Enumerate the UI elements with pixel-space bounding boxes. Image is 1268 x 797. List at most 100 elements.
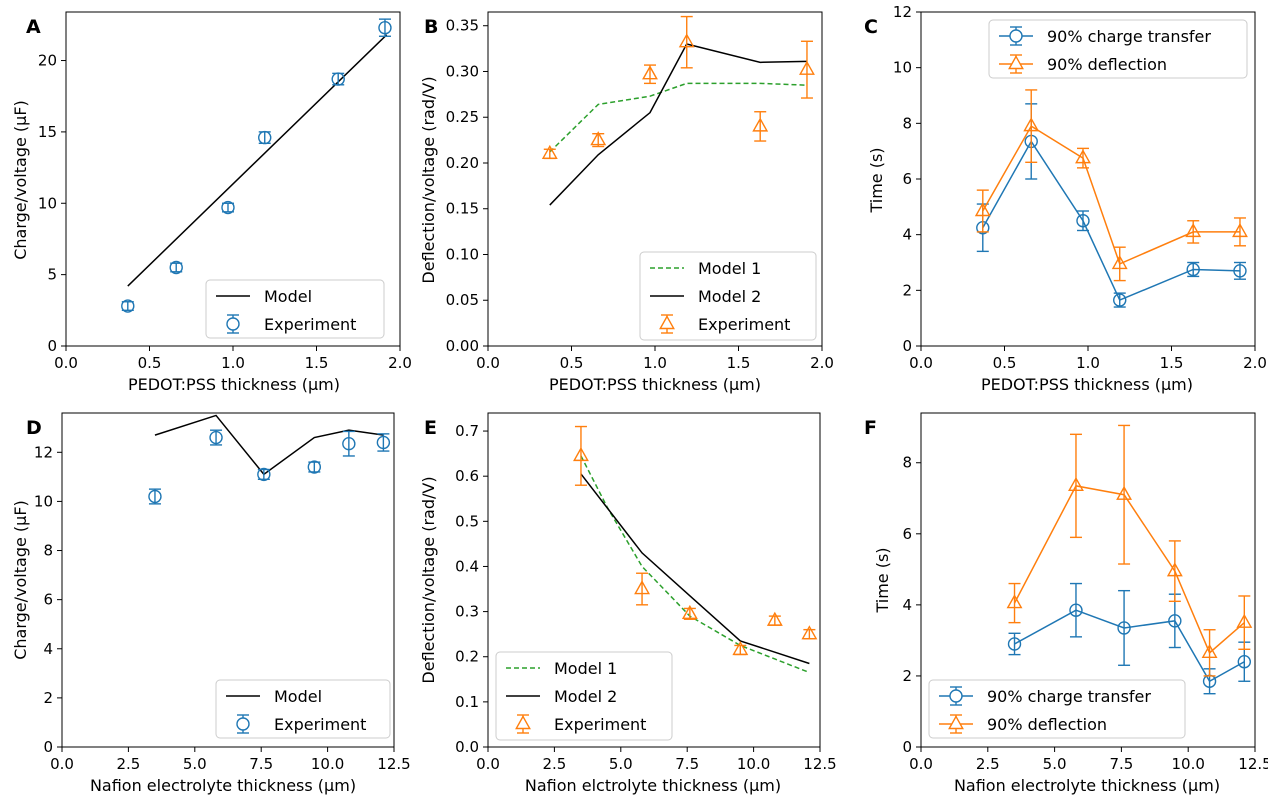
legend-marker: [1009, 29, 1023, 43]
data-point: [1076, 214, 1090, 228]
x-tick-label: 1.5: [1160, 354, 1184, 372]
panel-f: F Nafion electrolyte thickness (µm) Time…: [864, 412, 1268, 795]
y-tick-label: 0.30: [446, 62, 479, 80]
data-point: [573, 446, 589, 462]
data-point: [541, 144, 558, 160]
y-tick-label: 0.00: [446, 337, 479, 355]
legend-label: Model 1: [554, 659, 617, 678]
y-tick-label: 12: [34, 443, 53, 461]
legend-label: Model 2: [698, 287, 761, 306]
x-tick-label: 10.0: [737, 755, 770, 773]
data-point: [1168, 614, 1182, 628]
legend-label: Model: [274, 687, 322, 706]
data-point: [1232, 222, 1248, 238]
legend: Model 1 Model 2 Experiment: [495, 651, 673, 741]
plot-area: 0.0 2.5 5.0 7.5 10.0 12.5 0 2 4 6 8 90% charge tran…: [902, 412, 1268, 773]
data-point: [732, 641, 749, 656]
y-tick-label: 4: [43, 640, 53, 658]
x-tick-label: 2.5: [542, 755, 566, 773]
data-point: [1185, 222, 1202, 238]
legend-label: Experiment: [554, 715, 646, 734]
data-point: [1023, 117, 1040, 132]
data-point: [799, 60, 815, 75]
data-point: [1075, 149, 1091, 164]
panel-letter: F: [864, 417, 877, 439]
x-tick-label: 0.5: [138, 354, 162, 372]
data-point: [1111, 254, 1128, 270]
y-tick-label: 12: [893, 3, 912, 21]
data-point: [1237, 655, 1252, 669]
data-point: [376, 435, 391, 450]
data-point: [681, 604, 698, 620]
data-point: [121, 299, 135, 313]
legend-label: Experiment: [274, 715, 366, 734]
legend-box: [205, 279, 385, 339]
legend-label: 90% deflection: [987, 715, 1107, 734]
panel-letter: B: [424, 16, 438, 38]
x-tick-label: 0.0: [909, 354, 933, 372]
x-tick-label: 10.0: [1171, 755, 1204, 773]
x-tick-label: 2.0: [810, 354, 834, 372]
data-point: [209, 430, 223, 445]
y-tick-label: 8: [902, 114, 912, 132]
legend-marker: [236, 717, 250, 731]
data-point: [342, 436, 356, 451]
x-tick-label: 2.5: [976, 755, 1000, 773]
panel-d: D Nafion electrolyte thickness (µm) Char…: [11, 412, 411, 795]
data-point: [1069, 603, 1083, 617]
x-tick-label: 12.5: [377, 755, 410, 773]
x-tick-label: 1.5: [727, 354, 751, 372]
y-tick-label: 0: [902, 738, 912, 756]
series-line: [982, 139, 1240, 302]
panel-letter: E: [424, 417, 437, 439]
y-axis-label: Deflection/voltage (rad/V): [419, 76, 438, 283]
y-tick-label: 0.05: [446, 291, 479, 309]
data-point: [378, 21, 392, 35]
panel-a: A PEDOT:PSS thickness (µm) Charge/voltag…: [11, 11, 412, 394]
x-tick-label: 1.0: [221, 354, 245, 372]
y-tick-label: 0.20: [446, 154, 479, 172]
panel-letter: A: [26, 16, 41, 38]
data-point: [1006, 594, 1023, 609]
y-tick-label: 0.10: [446, 245, 479, 263]
data-point: [148, 489, 162, 504]
x-axis-label: PEDOT:PSS thickness (µm): [981, 375, 1193, 394]
legend-label: Experiment: [264, 315, 356, 334]
x-tick-label: 0.0: [54, 354, 78, 372]
legend-box: [215, 679, 391, 739]
y-tick-label: 0.3: [455, 603, 479, 621]
data-point: [1166, 562, 1183, 577]
y-axis-label: Deflection/voltage (rad/V): [419, 476, 438, 683]
legend-label: 90% charge transfer: [987, 687, 1151, 706]
data-point: [1233, 264, 1247, 278]
plot-area: 0.0 0.5 1.0 1.5 2.0 0 5 10 15 20 Model Experiment: [38, 11, 412, 372]
y-axis-label: Charge/voltage (µF): [11, 100, 30, 260]
y-tick-label: 6: [902, 170, 912, 188]
y-tick-label: 0.0: [455, 738, 479, 756]
data-point: [678, 33, 695, 48]
series-line: [580, 473, 810, 665]
data-point: [221, 200, 235, 215]
x-axis-label: PEDOT:PSS thickness (µm): [128, 375, 340, 394]
y-axis-label: Time (s): [873, 547, 892, 613]
legend-label: Experiment: [698, 315, 790, 334]
panel-letter: C: [864, 16, 878, 38]
panel-letter: D: [26, 417, 42, 439]
y-tick-label: 0.2: [455, 648, 479, 666]
x-tick-label: 0.5: [993, 354, 1017, 372]
series-line: [549, 82, 807, 153]
data-point: [331, 72, 345, 86]
x-axis-label: Nafion electrolyte thickness (µm): [954, 776, 1220, 795]
series-line: [1013, 485, 1245, 655]
x-tick-label: 7.5: [1109, 755, 1133, 773]
y-tick-label: 2: [902, 281, 912, 299]
axes-frame: [61, 412, 395, 748]
x-tick-label: 1.5: [305, 354, 329, 372]
x-axis-label: PEDOT:PSS thickness (µm): [549, 375, 761, 394]
y-tick-label: 0.1: [455, 693, 479, 711]
y-tick-label: 6: [902, 525, 912, 543]
y-tick-label: 4: [902, 596, 912, 614]
data-point: [307, 460, 322, 474]
data-point: [1117, 621, 1131, 635]
legend: Model Experiment: [205, 279, 385, 339]
